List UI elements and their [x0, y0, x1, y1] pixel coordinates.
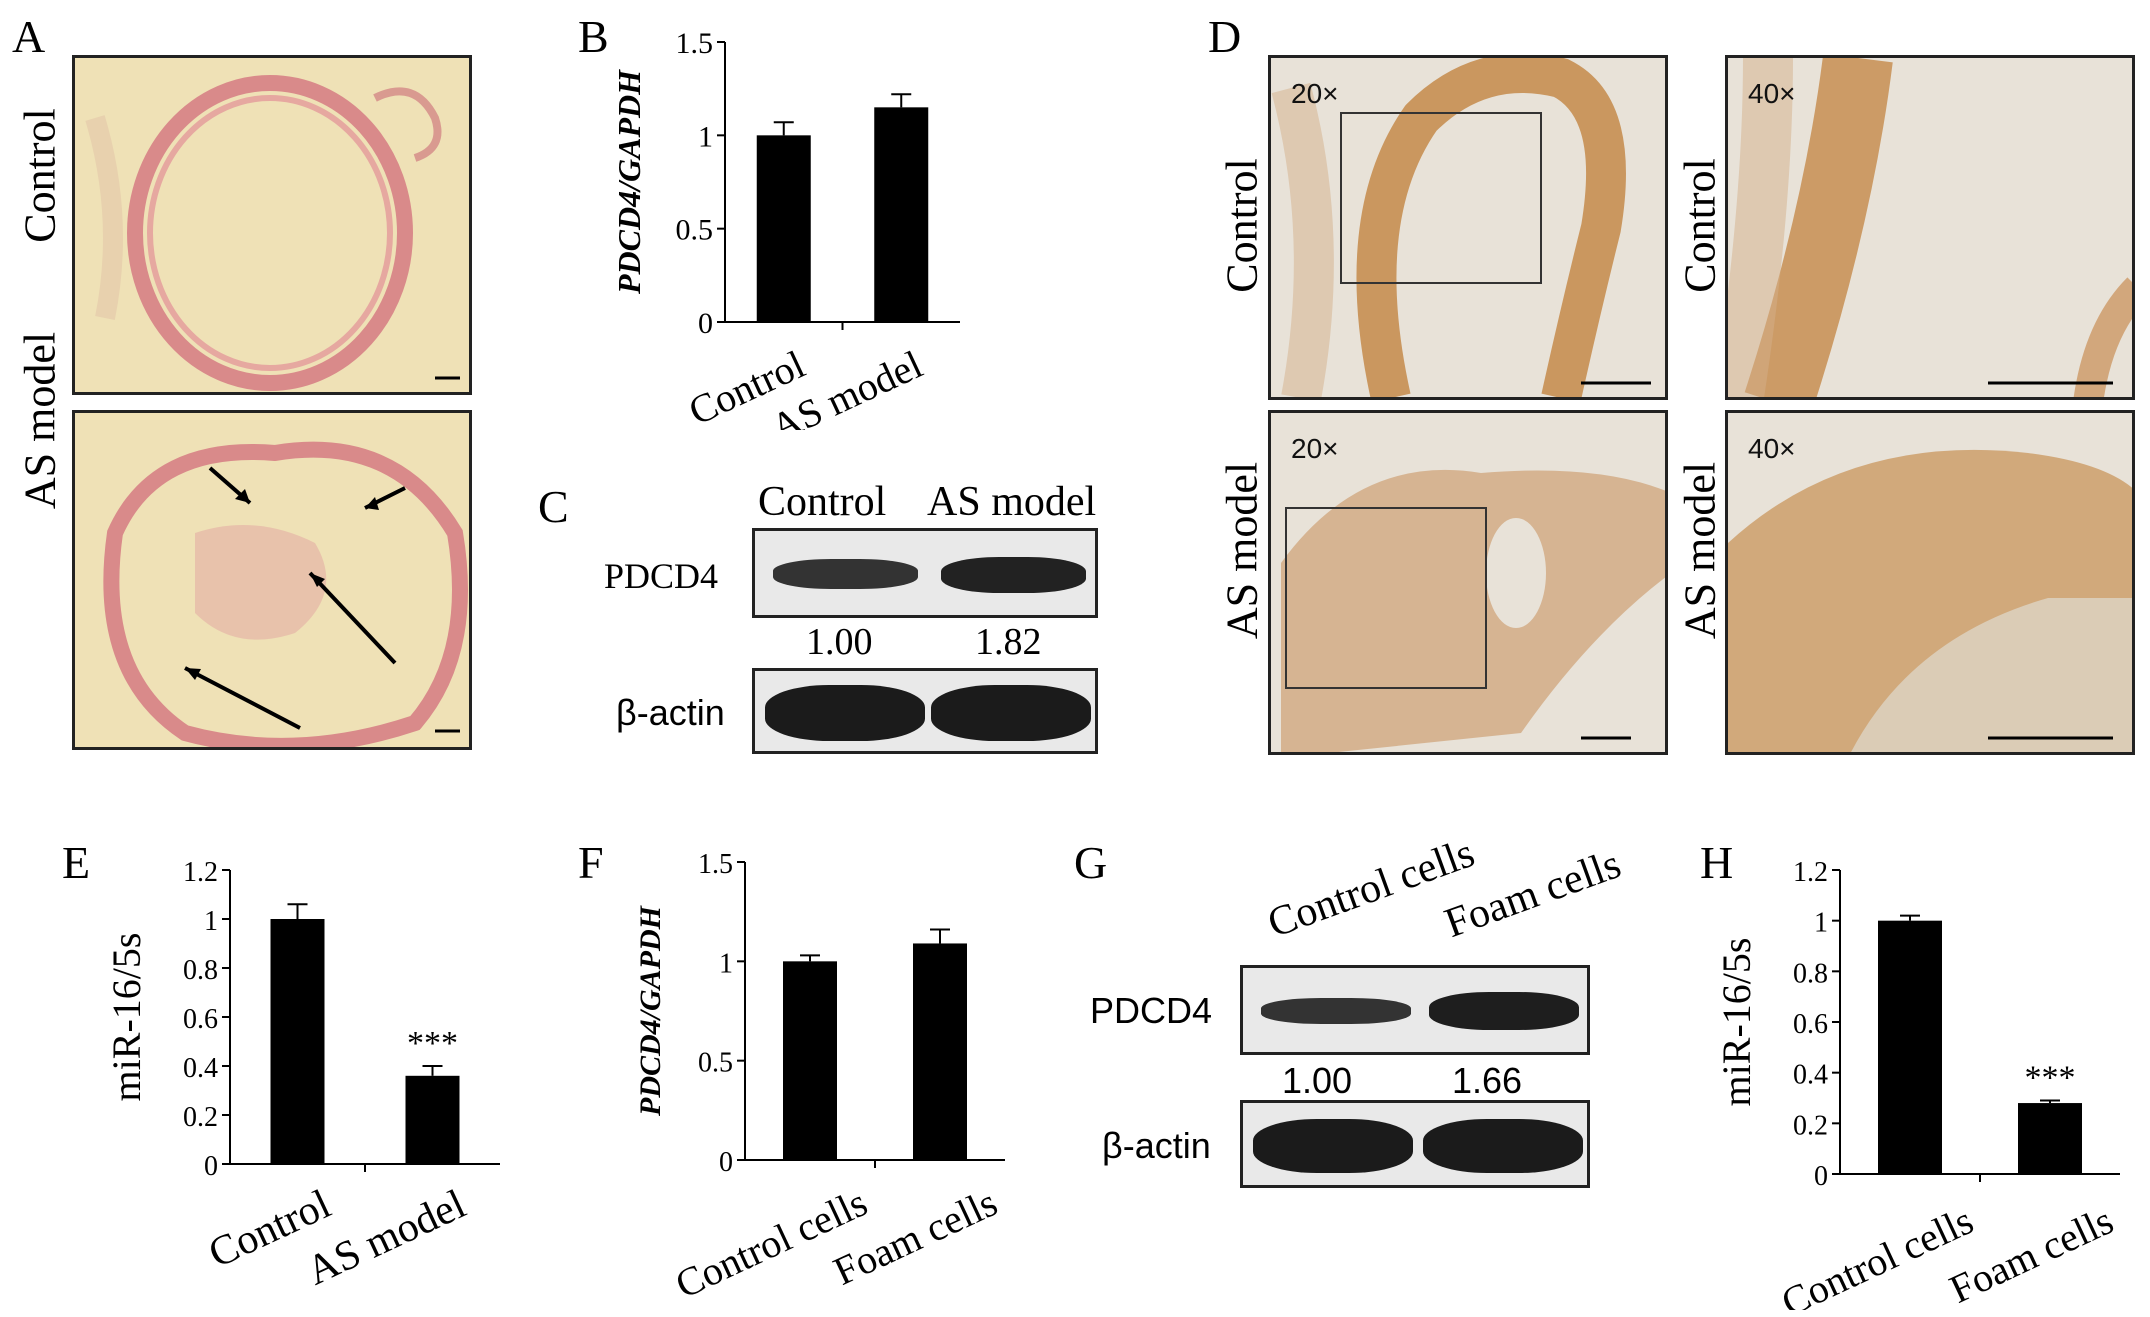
- blot-c-lane-label-control: Control: [758, 479, 887, 525]
- y-tick-label: 0: [204, 1151, 218, 1182]
- panel-label-g: G: [1074, 837, 1108, 888]
- panel-label-f: F: [578, 837, 604, 888]
- panel-label-h: H: [1700, 837, 1734, 888]
- band-g-pdcd4-control: [1261, 998, 1411, 1024]
- blot-g-pdcd4: [1240, 965, 1590, 1055]
- y-tick-label: 0.6: [1793, 1009, 1828, 1040]
- band-c-actin-as-model: [931, 685, 1091, 741]
- panel-d-row-label-as-model-20x: AS model: [1217, 461, 1267, 640]
- bar-1: [783, 961, 837, 1160]
- bar-2: [405, 1075, 460, 1164]
- panel-d-row-label-control-20x: Control: [1217, 158, 1267, 293]
- panel-label-a: A: [12, 11, 46, 62]
- significance-label: ***: [2025, 1060, 2076, 1097]
- blot-c-pdcd4: [752, 528, 1098, 618]
- mag-label-as-model-20x: 20×: [1291, 433, 1339, 464]
- y-tick-label: 1.5: [676, 27, 714, 60]
- ihc-image-as-model-20x: 20×: [1268, 410, 1668, 755]
- band-g-pdcd4-foam: [1429, 992, 1579, 1030]
- y-tick-label: 0.5: [676, 214, 714, 247]
- he-vessel-control: [85, 75, 460, 391]
- blot-g-beta-actin: [1240, 1100, 1590, 1188]
- y-tick-label: 1: [1814, 908, 1828, 939]
- mag-label-control-40x: 40×: [1748, 78, 1796, 109]
- panel-a-row-label-as-model: AS model: [15, 331, 65, 510]
- he-vessel-as-model: [103, 441, 468, 747]
- y-tick-label: 1: [204, 906, 218, 937]
- panel-a-row-label-control: Control: [15, 108, 65, 243]
- blot-c-quant-as-model: 1.82: [975, 621, 1042, 663]
- panel-label-e: E: [62, 837, 91, 888]
- y-tick-label: 1.5: [698, 849, 733, 880]
- y-tick-label: 0: [698, 307, 713, 340]
- y-tick-label: 0.8: [1793, 958, 1828, 989]
- blot-g-quant-control: 1.00: [1282, 1060, 1353, 1101]
- bar-1: [756, 135, 811, 322]
- band-c-actin-control: [765, 685, 925, 741]
- y-tick-label: 0: [719, 1147, 733, 1178]
- blot-c-quant-control: 1.00: [806, 621, 873, 663]
- blot-g-protein-label-pdcd4: PDCD4: [1090, 990, 1213, 1031]
- x-category-label: Control cells: [1775, 1197, 1980, 1310]
- blot-g-protein-label-beta-actin: β-actin: [1102, 1125, 1211, 1166]
- mag-label-control-20x: 20×: [1291, 78, 1339, 109]
- panel-label-c: C: [538, 481, 569, 532]
- ihc-image-control-20x: 20×: [1268, 55, 1668, 400]
- y-axis-label: miR-16/5s: [1714, 938, 1759, 1107]
- bar-2: [913, 943, 967, 1160]
- bar-2: [2018, 1103, 2082, 1174]
- he-stain-image-as-model: [72, 410, 472, 750]
- y-tick-label: 1.2: [1793, 857, 1828, 888]
- y-tick-label: 1: [698, 120, 713, 153]
- panel-d-row-label-as-model-40x: AS model: [1675, 461, 1725, 640]
- band-c-pdcd4-as-model: [941, 557, 1086, 593]
- ihc-tissue-control-40x: [1728, 58, 2132, 397]
- y-tick-label: 0: [1814, 1161, 1828, 1192]
- y-axis-label: PDCD4/GAPDH: [611, 69, 647, 295]
- y-tick-label: 1.2: [183, 857, 218, 888]
- y-tick-label: 0.6: [183, 1004, 218, 1035]
- x-category-label: Foam cells: [1943, 1197, 2120, 1310]
- significance-label: ***: [407, 1025, 458, 1062]
- ihc-tissue-control-20x: [1271, 58, 1651, 397]
- y-tick-label: 0.2: [1793, 1110, 1828, 1141]
- blot-g-quant-foam: 1.66: [1452, 1060, 1523, 1101]
- y-tick-label: 1: [719, 948, 733, 979]
- bar-2: [874, 107, 929, 322]
- blot-c-lane-label-as-model: AS model: [927, 479, 1097, 525]
- bar-1: [1878, 920, 1942, 1174]
- y-tick-label: 0.4: [1793, 1060, 1828, 1091]
- mag-label-as-model-40x: 40×: [1748, 433, 1796, 464]
- panel-label-d: D: [1208, 11, 1242, 62]
- ihc-tissue-as-model-20x: [1281, 470, 1665, 752]
- y-axis-label: miR-16/5s: [104, 933, 149, 1102]
- ihc-image-as-model-40x: 40×: [1725, 410, 2135, 755]
- y-tick-label: 0.5: [698, 1048, 733, 1079]
- band-g-actin-control: [1253, 1119, 1413, 1173]
- bar-chart-h: 0 0.2 0.4 0.6 0.8 1 1.2 Control cells *** Foam ce…: [1714, 857, 2120, 1310]
- band-g-actin-foam: [1423, 1119, 1583, 1173]
- band-c-pdcd4-control: [773, 559, 918, 589]
- bar-1: [270, 919, 325, 1164]
- y-tick-label: 0.4: [183, 1053, 218, 1084]
- y-axis-label: PDCD4/GAPDH: [634, 904, 667, 1117]
- blot-c-beta-actin: [752, 668, 1098, 754]
- panel-d-row-label-control-40x: Control: [1675, 158, 1725, 293]
- y-tick-label: 0.8: [183, 955, 218, 986]
- y-tick-label: 0.2: [183, 1102, 218, 1133]
- blot-c-protein-label-beta-actin: β-actin: [616, 692, 725, 733]
- blot-c-protein-label-pdcd4: PDCD4: [604, 556, 719, 596]
- ihc-tissue-as-model-40x: [1728, 449, 2132, 752]
- he-stain-image-control: [72, 55, 472, 395]
- panel-label-b: B: [578, 11, 609, 62]
- ihc-image-control-40x: 40×: [1725, 55, 2135, 400]
